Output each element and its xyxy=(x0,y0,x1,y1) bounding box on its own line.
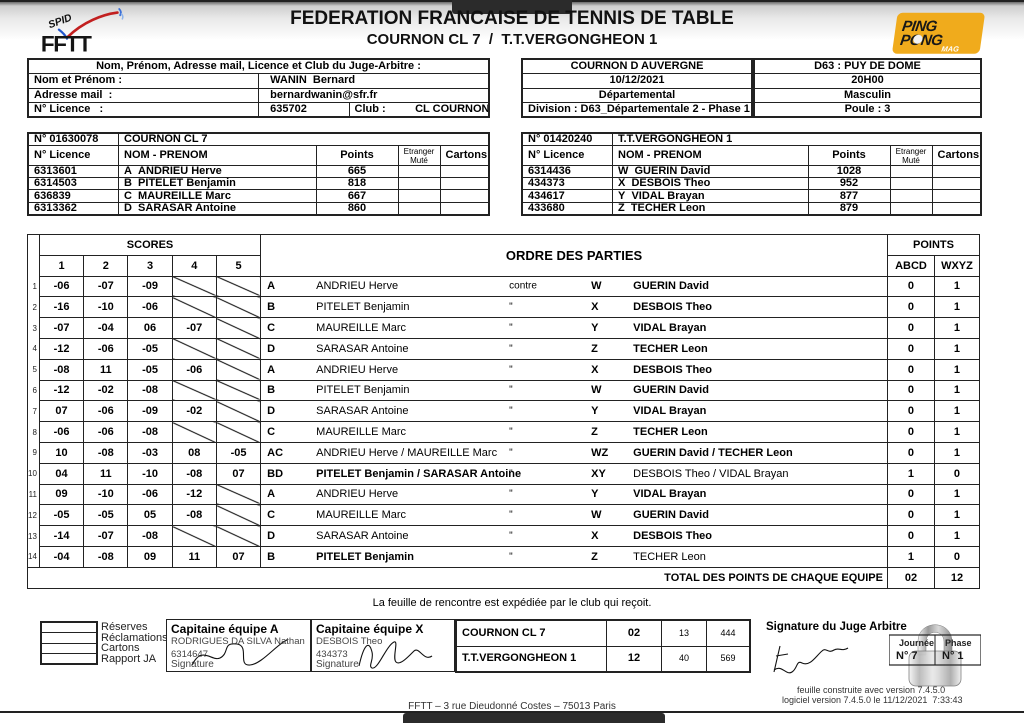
svg-text:FFTT: FFTT xyxy=(41,31,92,56)
svg-text:SPID: SPID xyxy=(47,12,74,31)
svg-text:N° 1: N° 1 xyxy=(942,650,964,662)
svg-text:Phase: Phase xyxy=(945,638,972,648)
svg-text:Journée: Journée xyxy=(899,638,934,648)
svg-text:MAG: MAG xyxy=(941,45,960,54)
svg-text:N° 7: N° 7 xyxy=(896,650,918,662)
